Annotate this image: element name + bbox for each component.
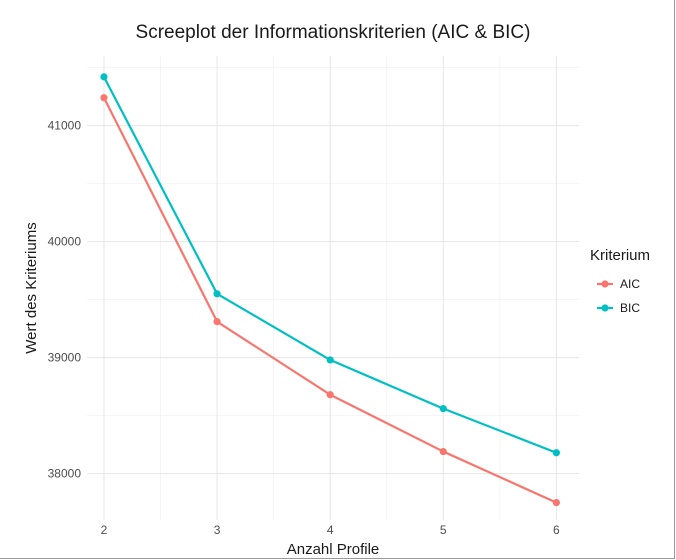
legend-key-point-bic [601,304,609,312]
x-axis-title: Anzahl Profile [287,541,380,558]
series-layer [100,73,560,507]
grid [87,56,579,520]
legend-key-point-aic [601,280,609,288]
data-point-bic [439,405,447,413]
y-axis-ticks: 38000 39000 40000 41000 [48,119,82,481]
data-point-aic [552,499,560,507]
y-tick-label: 40000 [48,235,82,249]
data-point-aic [326,391,334,399]
data-point-bic [326,356,334,364]
data-point-bic [213,290,221,298]
x-tick-label: 6 [553,523,560,537]
x-axis-ticks: 2 3 4 5 6 [101,523,560,537]
y-tick-label: 38000 [48,467,82,481]
chart-title: Screeplot der Informationskriterien (AIC… [136,22,531,43]
y-tick-label: 39000 [48,351,82,365]
y-axis-title: Wert des Kriteriums [23,222,40,353]
y-tick-label: 41000 [48,119,82,133]
data-point-bic [100,73,108,81]
legend-items: AIC BIC [597,277,640,315]
data-point-aic [213,318,221,326]
data-point-bic [552,449,560,457]
x-tick-label: 5 [440,523,447,537]
legend: Kriterium AIC BIC [590,247,650,315]
legend-label-aic: AIC [620,277,640,291]
data-point-aic [439,447,447,456]
x-tick-label: 3 [214,523,221,537]
x-tick-label: 2 [101,523,108,537]
legend-label-bic: BIC [620,301,640,315]
data-point-aic [100,94,108,102]
x-tick-label: 4 [327,523,334,537]
legend-title: Kriterium [590,247,650,264]
